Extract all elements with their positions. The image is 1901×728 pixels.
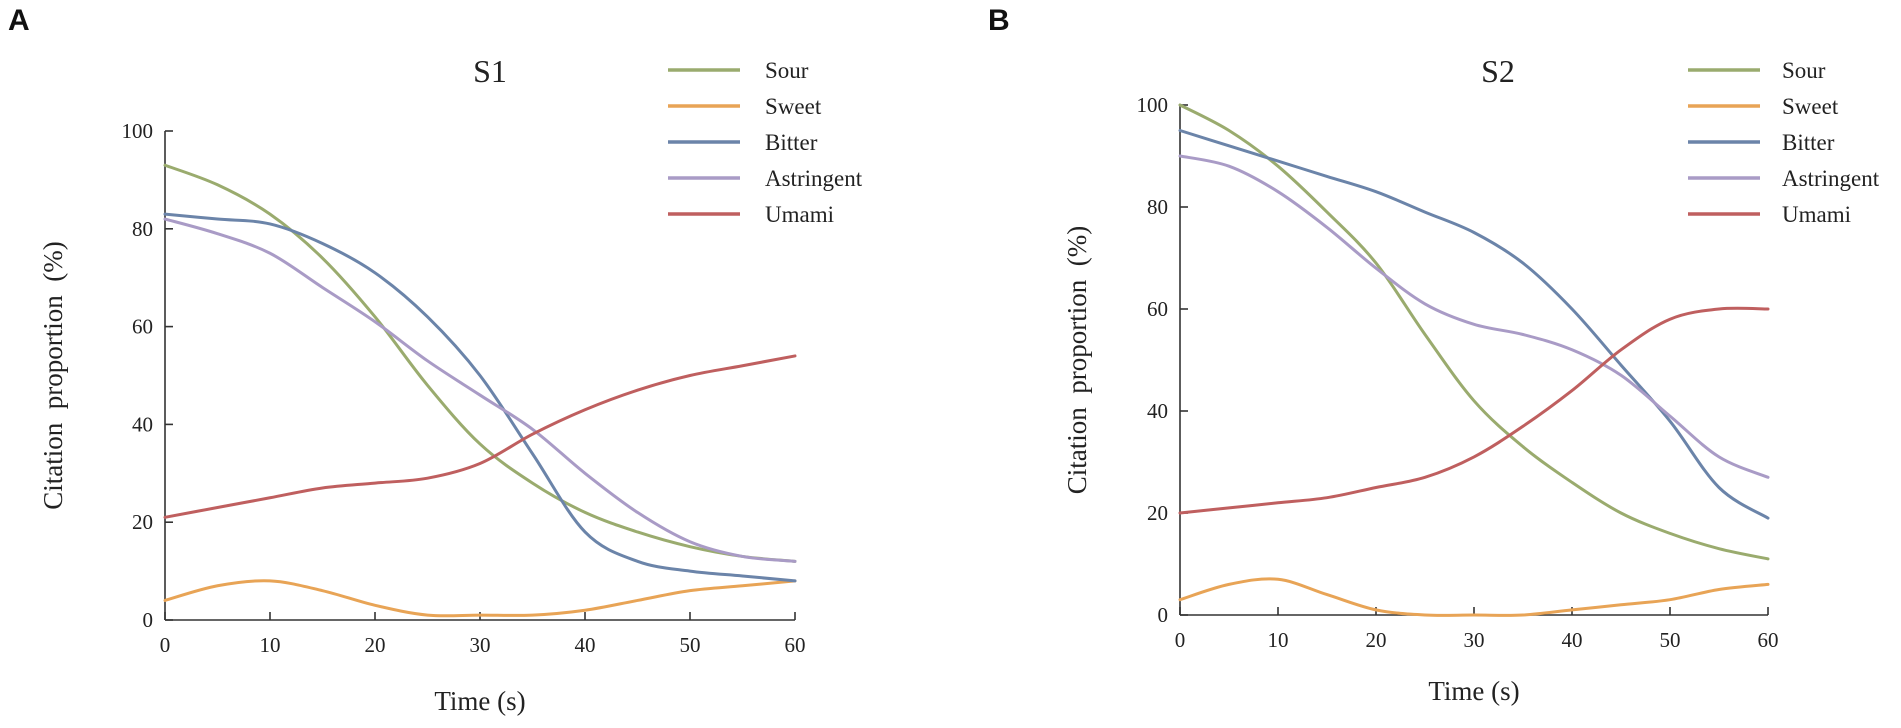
- legend-label-bitter: Bitter: [765, 130, 818, 155]
- y-tick-label: 60: [132, 315, 153, 339]
- series-line-bitter: [163, 212, 797, 583]
- y-tick-label: 60: [1147, 297, 1168, 321]
- legend-label-sour: Sour: [765, 58, 809, 83]
- x-tick-label: 50: [680, 633, 701, 657]
- legend-label-astringent: Astringent: [765, 166, 863, 191]
- x-tick-label: 20: [1366, 628, 1387, 652]
- x-axis-title: Time (s): [1428, 676, 1519, 706]
- x-tick-label: 60: [785, 633, 806, 657]
- y-tick-label: 20: [1147, 501, 1168, 525]
- chart-title: S2: [1481, 53, 1515, 89]
- series-line-sweet: [1178, 577, 1770, 617]
- legend-label-sour: Sour: [1782, 58, 1826, 83]
- legend-label-umami: Umami: [1782, 202, 1851, 227]
- y-axis-title: Citation proportion (%): [38, 241, 68, 509]
- x-tick-label: 10: [260, 633, 281, 657]
- x-tick-label: 10: [1268, 628, 1289, 652]
- x-tick-label: 0: [1175, 628, 1186, 652]
- series-line-sour: [163, 163, 797, 563]
- legend-label-sweet: Sweet: [1782, 94, 1839, 119]
- x-axis-title: Time (s): [434, 686, 525, 716]
- x-tick-label: 30: [470, 633, 491, 657]
- y-tick-label: 0: [143, 608, 154, 632]
- y-tick-label: 40: [132, 412, 153, 436]
- y-axis-title: Citation proportion (%): [1062, 226, 1092, 494]
- x-tick-label: 40: [575, 633, 596, 657]
- y-tick-label: 100: [1137, 93, 1169, 117]
- series-line-astringent: [163, 217, 797, 563]
- chart-s1: S1 0 20 40 60 80 100 0 10 20 30 40 50 60 Time (s) Citat…: [38, 53, 863, 716]
- x-tick-label: 0: [160, 633, 171, 657]
- panel-letter-a: A: [8, 4, 30, 37]
- panel-letter-b: B: [988, 4, 1010, 37]
- x-tick-label: 20: [365, 633, 386, 657]
- x-tick-label: 30: [1464, 628, 1485, 652]
- legend: Sour Sweet Bitter Astringent Umami: [1688, 58, 1880, 227]
- series-line-umami: [1178, 306, 1770, 515]
- legend-label-sweet: Sweet: [765, 94, 822, 119]
- y-tick-label: 40: [1147, 399, 1168, 423]
- y-tick-label: 20: [132, 510, 153, 534]
- chart-s2: S2 0 20 40 60 80 100 0 10 20 30 40 50 60 Time (s) Citat…: [1062, 53, 1880, 706]
- x-tick-label: 60: [1758, 628, 1779, 652]
- legend: Sour Sweet Bitter Astringent Umami: [668, 58, 863, 227]
- x-tick-label: 40: [1562, 628, 1583, 652]
- series-line-bitter: [1178, 129, 1770, 520]
- x-tick-label: 50: [1660, 628, 1681, 652]
- series-line-sour: [1178, 103, 1770, 561]
- y-tick-label: 100: [122, 119, 154, 143]
- legend-label-bitter: Bitter: [1782, 130, 1835, 155]
- legend-label-umami: Umami: [765, 202, 834, 227]
- series-line-astringent: [1178, 154, 1770, 479]
- series-line-umami: [163, 354, 797, 519]
- chart-title: S1: [473, 53, 507, 89]
- series-line-sweet: [163, 579, 797, 618]
- y-tick-label: 80: [1147, 195, 1168, 219]
- y-tick-label: 0: [1158, 603, 1169, 627]
- y-tick-label: 80: [132, 217, 153, 241]
- legend-label-astringent: Astringent: [1782, 166, 1880, 191]
